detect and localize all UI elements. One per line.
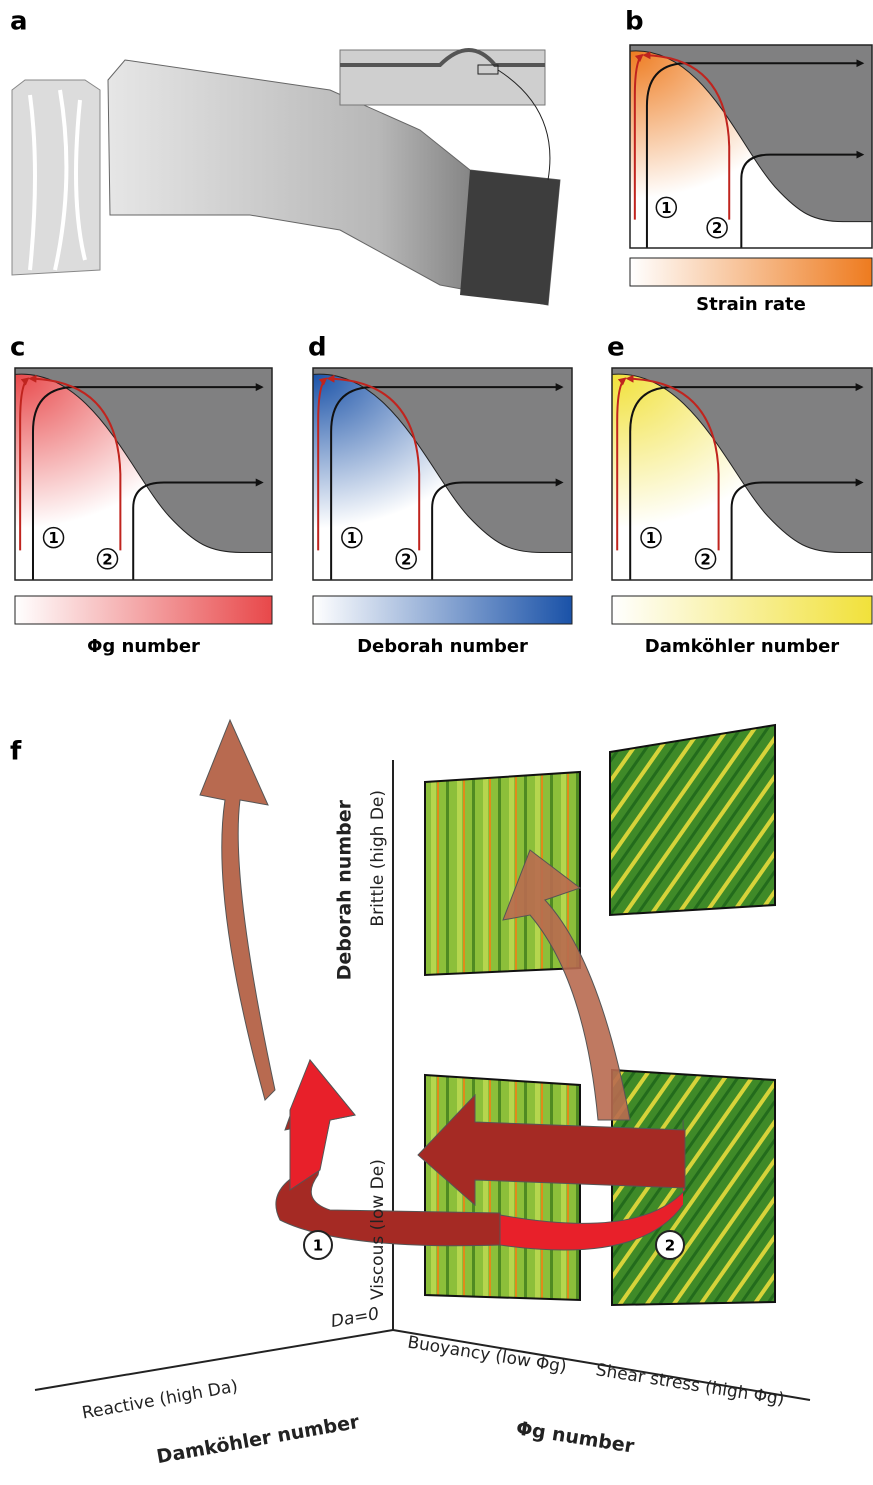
axis-title: Damköhler number xyxy=(155,1411,362,1468)
marker: 2 xyxy=(700,550,710,568)
marker: 2 xyxy=(665,1237,675,1255)
marker: 1 xyxy=(313,1237,323,1255)
axis-label: Da=0 xyxy=(329,1304,380,1332)
colorbar xyxy=(15,596,272,624)
figure: a f Brittle (high De) Viscous (low De) D… xyxy=(0,0,873,1485)
colorbar-label: Φg number xyxy=(87,636,200,657)
axis-label: Buoyancy (low Φg) xyxy=(406,1333,568,1378)
panel-label: c xyxy=(10,333,25,363)
axis-title: Deborah number xyxy=(334,799,356,980)
lithosphere-sketch xyxy=(12,50,560,305)
marker: 1 xyxy=(661,199,671,217)
marker: 1 xyxy=(646,529,656,547)
arrow xyxy=(290,1060,355,1190)
axis-label: Shear stress (high Φg) xyxy=(594,1360,785,1410)
marker: 1 xyxy=(347,529,357,547)
panel-label: a xyxy=(10,7,28,37)
texture-panel xyxy=(610,725,775,915)
panel: e 1 2 Damköhler number xyxy=(607,333,872,658)
colorbar xyxy=(612,596,872,624)
marker: 1 xyxy=(48,529,58,547)
marker: 2 xyxy=(712,219,722,237)
colorbar-label: Strain rate xyxy=(696,294,806,315)
colorbar xyxy=(630,258,872,286)
panel: b 1 2 Strain rate xyxy=(625,7,872,316)
panel-label: b xyxy=(625,7,644,37)
colorbar-label: Damköhler number xyxy=(645,636,840,657)
panel-f: f Brittle (high De) Viscous (low De) Deb… xyxy=(10,720,810,1468)
axis-label: Brittle (high De) xyxy=(368,790,388,927)
panel: d 1 2 Deborah number xyxy=(308,333,572,658)
panel-label: e xyxy=(607,333,625,363)
axis-title: Φg number xyxy=(515,1417,637,1457)
panel-label: d xyxy=(308,333,327,363)
axis-label: Reactive (high Da) xyxy=(81,1376,240,1423)
colorbar-label: Deborah number xyxy=(357,636,528,657)
panel-label: f xyxy=(10,737,22,767)
marker: 2 xyxy=(401,550,411,568)
texture-panel xyxy=(425,1075,580,1300)
texture-panel xyxy=(612,1070,775,1305)
marker: 2 xyxy=(102,550,112,568)
colorbar xyxy=(313,596,572,624)
panel: c 1 2 Φg number xyxy=(10,333,272,658)
axis-label: Viscous (low De) xyxy=(368,1159,388,1300)
arrow xyxy=(200,720,275,1100)
